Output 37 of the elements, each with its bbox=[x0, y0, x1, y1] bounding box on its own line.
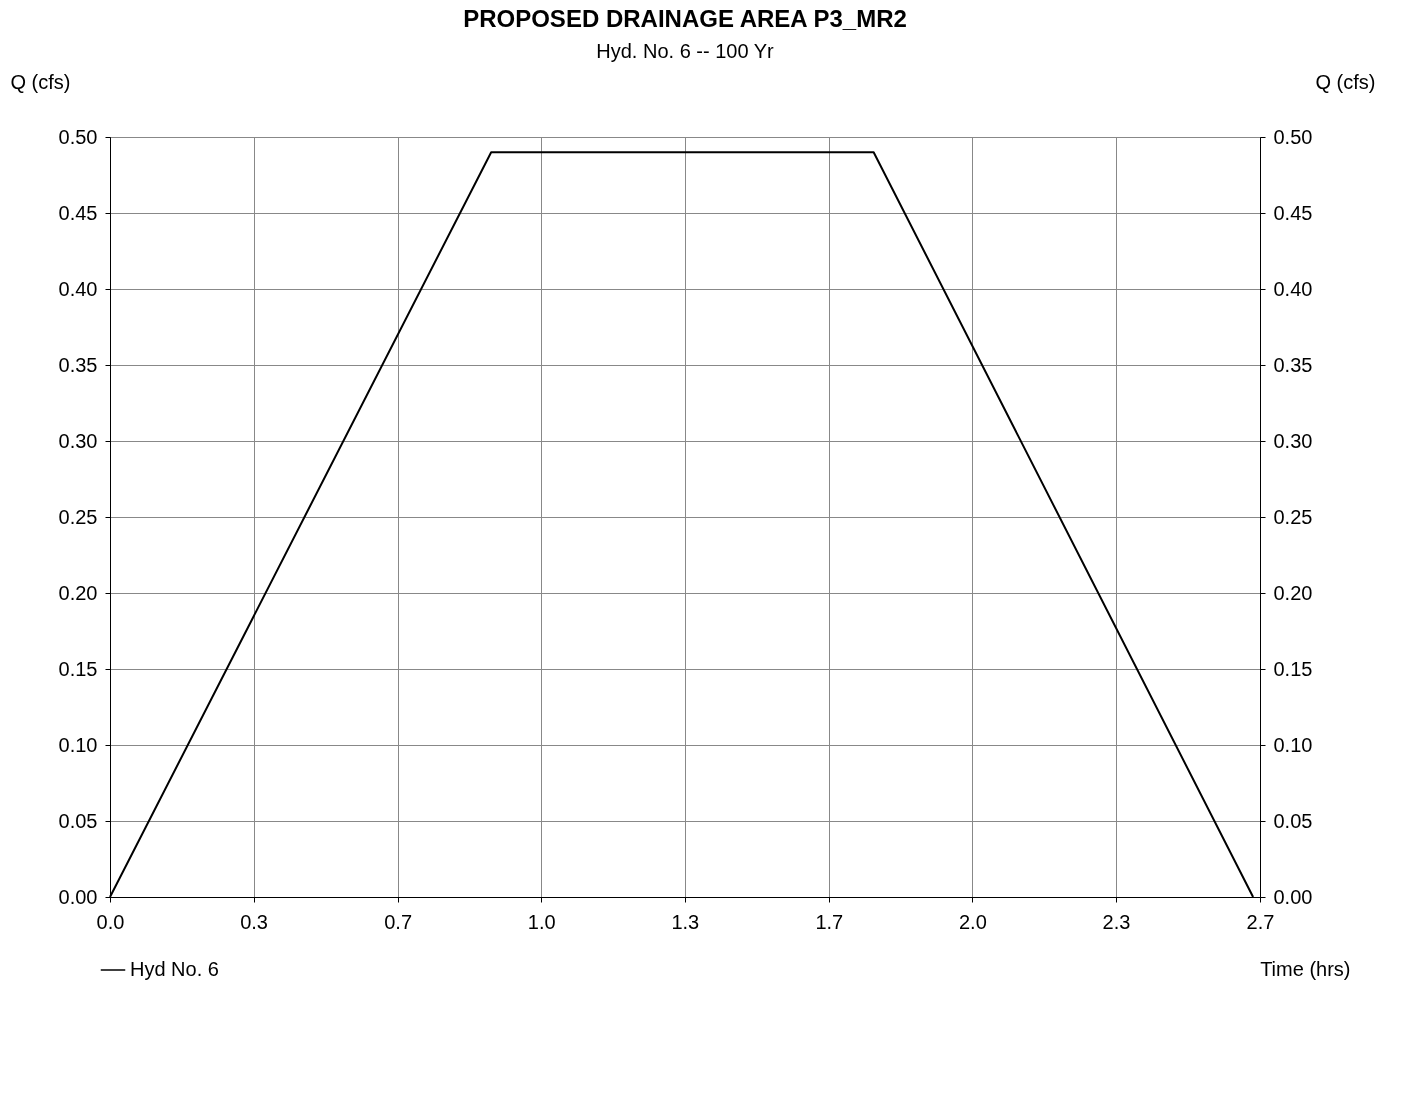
y-tick-label: 0.45 bbox=[58, 201, 98, 224]
y2-tick-label: 0.45 bbox=[1273, 201, 1313, 224]
x-tick-label: 1.3 bbox=[671, 910, 700, 933]
x-tick-label: 0.3 bbox=[240, 910, 268, 933]
y2-tick-label: 0.15 bbox=[1273, 657, 1313, 680]
y2-tick-label: 0.50 bbox=[1273, 125, 1313, 148]
y-tick-label: 0.40 bbox=[58, 277, 98, 300]
y2-tick-label: 0.35 bbox=[1273, 353, 1313, 376]
y-tick-label: 0.50 bbox=[58, 125, 98, 148]
legend-label: Hyd No. 6 bbox=[130, 958, 219, 980]
chart-title: PROPOSED DRAINAGE AREA P3_MR2 bbox=[463, 5, 907, 32]
y-axis-title: Q (cfs) bbox=[10, 70, 71, 93]
y-tick-label: 0.20 bbox=[58, 581, 98, 604]
x-tick-label: 2.3 bbox=[1102, 910, 1131, 933]
y-tick-label: 0.35 bbox=[58, 353, 98, 376]
y-tick-label: 0.10 bbox=[58, 733, 98, 756]
x-tick-label: 1.0 bbox=[527, 910, 556, 933]
y-tick-label: 0.00 bbox=[58, 885, 98, 908]
y-tick-label: 0.05 bbox=[58, 809, 98, 832]
x-tick-label: 2.0 bbox=[958, 910, 987, 933]
y2-tick-label: 0.20 bbox=[1273, 581, 1313, 604]
x-tick-label: 0.7 bbox=[384, 910, 413, 933]
y2-tick-label: 0.25 bbox=[1273, 505, 1313, 528]
y2-tick-label: 0.00 bbox=[1273, 885, 1313, 908]
y-tick-label: 0.25 bbox=[58, 505, 98, 528]
x-tick-label: 2.7 bbox=[1246, 910, 1275, 933]
y2-tick-label: 0.40 bbox=[1273, 277, 1313, 300]
y2-tick-label: 0.10 bbox=[1273, 733, 1313, 756]
y2-tick-label: 0.05 bbox=[1273, 809, 1313, 832]
x-tick-label: 0.0 bbox=[96, 910, 125, 933]
y-tick-label: 0.30 bbox=[58, 429, 98, 452]
chart-subtitle: Hyd. No. 6 -- 100 Yr bbox=[596, 40, 775, 62]
x-tick-label: 1.7 bbox=[815, 910, 844, 933]
y-tick-label: 0.15 bbox=[58, 657, 98, 680]
y2-tick-label: 0.30 bbox=[1273, 429, 1313, 452]
x-axis-title: Time (hrs) bbox=[1260, 957, 1351, 980]
y2-axis-title: Q (cfs) bbox=[1315, 70, 1376, 93]
